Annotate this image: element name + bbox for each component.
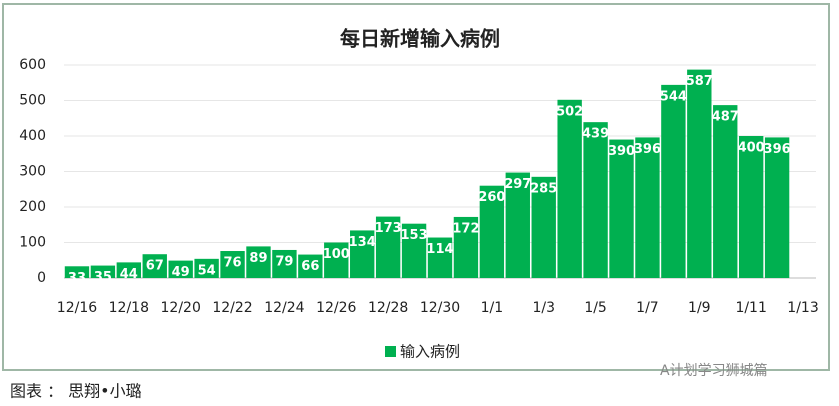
- x-tick-label: 12/22: [212, 300, 252, 316]
- bar: [557, 99, 582, 278]
- bar: [453, 216, 479, 278]
- bar: [90, 265, 116, 278]
- bar: [116, 262, 142, 278]
- x-tick-label: 1/9: [688, 300, 711, 316]
- bar: [64, 266, 90, 278]
- x-tick-label: 1/13: [787, 300, 818, 316]
- value-label: 285: [530, 181, 557, 196]
- x-tick-label: 12/24: [264, 300, 304, 316]
- bar: [401, 223, 427, 278]
- bar: [350, 230, 375, 278]
- value-label: 153: [400, 228, 427, 243]
- bar: [661, 84, 686, 278]
- bar: [194, 258, 219, 278]
- value-label: 439: [582, 127, 609, 142]
- y-tick-label: 0: [37, 270, 46, 286]
- bar: [168, 260, 193, 278]
- bar: [246, 246, 271, 278]
- x-tick-label: 1/5: [584, 300, 607, 316]
- value-label: 114: [426, 242, 453, 257]
- value-label: 66: [301, 259, 319, 274]
- value-label: 297: [504, 177, 531, 192]
- y-tick-label: 200: [19, 199, 46, 215]
- x-tick-label: 12/18: [109, 300, 149, 316]
- caption: 图表 ： 思翔•小璐: [10, 382, 142, 401]
- bar: [738, 136, 764, 278]
- value-label: 33: [68, 271, 86, 286]
- y-tick-label: 500: [19, 93, 46, 109]
- value-label: 587: [686, 74, 713, 89]
- bar: [142, 254, 167, 278]
- bar: [427, 237, 453, 278]
- value-label: 79: [275, 254, 293, 269]
- bar: [272, 249, 297, 278]
- bar: [505, 172, 530, 278]
- value-label: 544: [660, 89, 687, 104]
- value-label: 44: [120, 267, 138, 282]
- x-tick-label: 1/3: [532, 300, 555, 316]
- bar: [298, 254, 323, 278]
- value-label: 390: [608, 144, 635, 159]
- y-tick-label: 400: [19, 128, 46, 144]
- y-tick-label: 100: [19, 235, 46, 251]
- bar: [220, 251, 245, 278]
- value-label: 260: [478, 190, 505, 205]
- x-tick-label: 1/1: [481, 300, 504, 316]
- value-label: 35: [94, 270, 112, 285]
- bar: [635, 137, 660, 278]
- value-label: 396: [764, 142, 791, 157]
- chart-title: 每日新增输入病例: [340, 27, 500, 51]
- value-label: 76: [224, 256, 242, 271]
- legend-swatch: [385, 346, 396, 357]
- x-tick-label: 1/7: [636, 300, 659, 316]
- value-label: 67: [146, 259, 164, 274]
- bar: [687, 69, 712, 279]
- y-tick-label: 300: [19, 164, 46, 180]
- bar: [609, 139, 634, 278]
- value-label: 49: [172, 265, 190, 280]
- value-label: 54: [198, 263, 216, 278]
- bar: [375, 216, 401, 278]
- bar: [764, 137, 790, 278]
- bar: [479, 185, 505, 278]
- x-tick-label: 12/30: [420, 300, 460, 316]
- watermark: A计划学习狮城篇: [660, 363, 768, 379]
- value-label: 172: [452, 221, 479, 236]
- x-tick-label: 12/16: [57, 300, 97, 316]
- x-tick-label: 1/11: [735, 300, 766, 316]
- bar: [531, 176, 556, 278]
- bar: [713, 105, 738, 279]
- legend-label: 输入病例: [400, 343, 460, 361]
- value-label: 173: [375, 221, 402, 236]
- x-tick-label: 12/28: [368, 300, 408, 316]
- value-label: 502: [556, 104, 583, 119]
- y-tick-label: 600: [19, 57, 46, 73]
- value-label: 134: [349, 235, 376, 250]
- value-label: 400: [738, 141, 765, 156]
- value-label: 100: [323, 247, 350, 262]
- value-label: 487: [712, 110, 739, 125]
- value-label: 396: [634, 142, 661, 157]
- x-tick-label: 12/26: [316, 300, 356, 316]
- value-label: 89: [249, 251, 267, 266]
- x-tick-label: 12/20: [161, 300, 201, 316]
- bar: [324, 242, 349, 278]
- bar: [583, 122, 608, 278]
